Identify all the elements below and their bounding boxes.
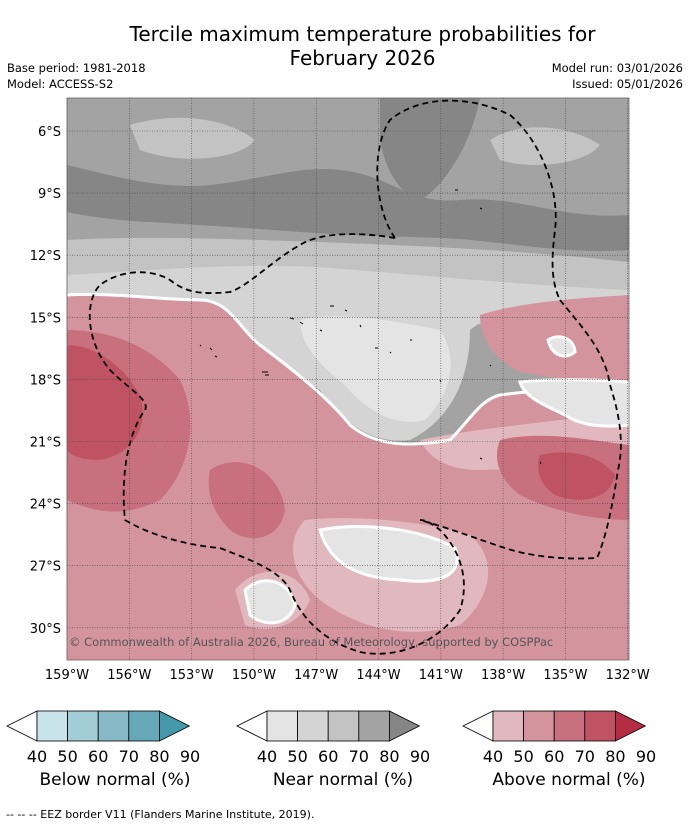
title-line-2: February 2026: [289, 46, 436, 70]
legend-swatch: [492, 710, 525, 742]
legend-label-above: Above normal (%): [492, 770, 646, 790]
above-normal-mid-south: [208, 462, 285, 539]
lon-label: 138°W: [481, 668, 525, 683]
near-normal-palest: [300, 316, 451, 422]
issued-date: Issued: 05/01/2026: [572, 77, 683, 91]
legend-tick: 70: [349, 747, 369, 766]
legend-tick: 80: [379, 747, 399, 766]
meta-left: Base period: 1981-2018 Model: ACCESS-S2: [7, 60, 146, 92]
near-normal-east-strip: [518, 378, 629, 428]
legend-tick: 80: [149, 747, 169, 766]
near-normal-light-ne: [490, 127, 600, 165]
near-normal-island-sw: [243, 579, 297, 625]
copyright-notice: © Commonwealth of Australia 2026, Bureau…: [69, 635, 553, 649]
legend-tick: 50: [287, 747, 307, 766]
lon-label: 153°W: [170, 668, 214, 683]
legend-tick: 90: [180, 747, 200, 766]
above-normal-field: [67, 294, 629, 660]
legend-tick: 80: [605, 747, 625, 766]
legend-swatch: [523, 710, 555, 742]
above-normal-high-west: [67, 345, 143, 460]
legend-arrow-high: [615, 710, 647, 742]
near-normal-dark-ne: [380, 98, 480, 200]
legend-arrow-high: [158, 710, 191, 742]
map-frame: [66, 97, 630, 661]
legend-swatch: [36, 710, 69, 742]
lat-label: 21°S: [30, 436, 61, 451]
legend-swatch: [584, 710, 616, 742]
legend-swatch: [67, 710, 99, 742]
legend-swatch: [358, 710, 390, 742]
lat-label: 9°S: [38, 187, 61, 202]
legend-tick: 50: [57, 747, 77, 766]
legend-arrow-low: [236, 710, 268, 742]
lat-label: 27°S: [30, 560, 61, 575]
title-line-1: Tercile maximum temperature probabilitie…: [129, 22, 596, 46]
near-normal-island-south: [318, 525, 459, 583]
legend-swatch: [128, 710, 160, 742]
lat-label: 30°S: [30, 622, 61, 637]
legend-tick: 60: [88, 747, 108, 766]
near-normal-dark-band: [67, 165, 629, 252]
map-title: Tercile maximum temperature probabilitie…: [100, 22, 625, 70]
lat-label: 15°S: [30, 311, 61, 326]
eez-border-east: [419, 299, 622, 560]
legend-swatch: [297, 710, 329, 742]
lat-label: 6°S: [38, 125, 61, 140]
legend-swatch: [266, 710, 299, 742]
legend-tick: 90: [410, 747, 430, 766]
base-period: Base period: 1981-2018: [7, 61, 146, 75]
atolls: [199, 189, 542, 465]
above-normal-high-east: [538, 452, 615, 500]
legend-arrow-low: [462, 710, 494, 742]
near-normal-island-ne: [546, 335, 577, 358]
lon-label: 135°W: [543, 668, 587, 683]
legend-swatch: [327, 710, 360, 742]
lat-label: 24°S: [30, 498, 61, 513]
eez-border-central: [88, 233, 465, 655]
legend-label-below: Below normal (%): [39, 770, 191, 790]
model-run: Model run: 03/01/2026: [551, 61, 683, 75]
map-grid: [66, 98, 629, 660]
model-name: Model: ACCESS-S2: [7, 77, 114, 91]
legend-tick: 40: [27, 747, 47, 766]
legend-tick: 60: [318, 747, 338, 766]
lon-label: 141°W: [419, 668, 463, 683]
legend-label-near: Near normal (%): [272, 770, 414, 790]
near-normal-light-north: [130, 117, 255, 159]
legend-arrow-high: [388, 710, 421, 742]
lon-label: 150°W: [232, 668, 276, 683]
longitude-labels: 159°W 156°W 153°W 150°W 147°W 144°W 141°W 138°W…: [45, 668, 650, 683]
legend-tick: 50: [513, 747, 533, 766]
lon-label: 132°W: [606, 668, 650, 683]
legend-swatch: [553, 710, 586, 742]
lon-label: 156°W: [107, 668, 151, 683]
lat-label: 12°S: [30, 249, 61, 264]
legends: 40 50 60 70 80 90 40 50 60 70 80 90 40 50 60 70 80 90: [6, 710, 656, 766]
legend-tick: 70: [119, 747, 139, 766]
eez-footnote: -- -- -- EEZ border V11 (Flanders Marine…: [6, 808, 315, 821]
legend-tick: 60: [544, 747, 564, 766]
lon-label: 159°W: [45, 668, 89, 683]
lon-label: 147°W: [294, 668, 338, 683]
above-normal-boundary: [67, 292, 629, 446]
latitude-labels: 6°S 9°S 12°S 15°S 18°S 21°S 24°S 27°S 30°S: [30, 125, 61, 637]
legend-tick: 40: [483, 747, 503, 766]
legend-tick: 90: [636, 747, 656, 766]
lon-label: 144°W: [356, 668, 400, 683]
legend-arrow-low: [6, 710, 38, 742]
probability-map: 6°S 9°S 12°S 15°S 18°S 21°S 24°S 27°S 30°S 159°W…: [6, 97, 656, 766]
eez-border-north: [376, 99, 561, 301]
legend-tick: 70: [575, 747, 595, 766]
map-field: [67, 98, 629, 660]
legend-tick: 40: [257, 747, 277, 766]
meta-right: Model run: 03/01/2026 Issued: 05/01/2026: [552, 60, 683, 92]
lat-label: 18°S: [30, 373, 61, 388]
legend-swatch: [97, 710, 130, 742]
